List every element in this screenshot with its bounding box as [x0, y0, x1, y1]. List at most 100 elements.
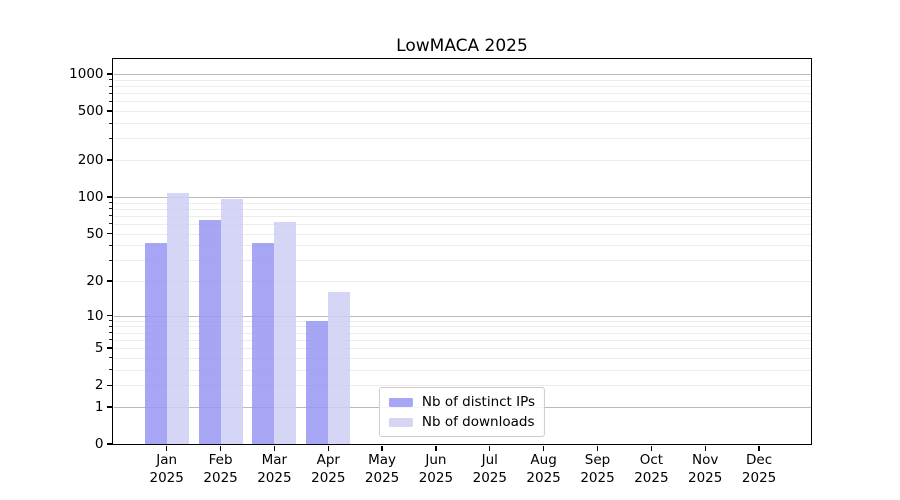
x-tick-year: 2025	[688, 469, 723, 486]
y-tick-label: 200	[77, 152, 104, 168]
y-tick-mark	[106, 314, 112, 317]
y-tick-label: 1000	[69, 66, 104, 82]
y-tick-label: 1	[94, 398, 104, 415]
x-tick-year: 2025	[364, 469, 400, 486]
y-tick-label: 10	[86, 307, 104, 324]
y-tick-mark	[106, 196, 112, 198]
x-tick-label: Dec 2025	[727, 452, 791, 487]
legend-label: Nb of downloads	[421, 414, 535, 430]
y-gridline-minor	[113, 320, 811, 322]
chart-title: LowMACA 2025	[396, 36, 528, 56]
x-tick-label: Apr 2025	[296, 452, 360, 487]
x-tick-month: Nov	[692, 452, 719, 468]
x-tick-mark	[542, 445, 545, 451]
y-tick-label: 2	[94, 377, 104, 394]
y-tick-mark-minor	[109, 122, 112, 124]
y-gridline-minor	[113, 79, 811, 81]
y-tick-mark-minor	[109, 100, 112, 102]
y-tick-mark-minor	[109, 208, 112, 210]
x-tick-mark	[219, 445, 222, 451]
x-tick-mark	[435, 445, 437, 451]
bar-downloads-apr	[328, 292, 351, 444]
y-tick-mark-minor	[109, 215, 112, 217]
bar-downloads-feb	[220, 198, 243, 444]
y-tick-mark-minor	[109, 202, 112, 203]
x-tick-mark	[758, 445, 760, 451]
y-tick-mark-minor	[109, 92, 112, 94]
legend-item: Nb of distinct IPs	[388, 394, 535, 410]
legend-item: Nb of downloads	[388, 414, 535, 430]
bar-distinct-ips-mar	[252, 242, 275, 444]
y-tick-mark	[106, 406, 112, 408]
x-tick-label: May 2025	[350, 452, 414, 487]
y-gridline-minor	[113, 281, 811, 282]
x-tick-year: 2025	[418, 469, 454, 486]
y-tick-mark-minor	[109, 244, 112, 246]
y-gridline-minor	[113, 208, 811, 210]
bar-downloads-jan	[166, 192, 189, 444]
bar-distinct-ips-feb	[198, 219, 221, 444]
y-gridline-minor	[113, 339, 811, 341]
y-gridline-minor	[113, 260, 811, 262]
y-gridline-minor	[113, 332, 811, 334]
x-tick-month: Sep	[584, 452, 611, 468]
y-gridline-major	[113, 196, 811, 198]
x-tick-month: Dec	[746, 452, 773, 468]
x-tick-label: Nov 2025	[673, 452, 737, 487]
y-gridline-minor	[113, 86, 811, 87]
x-tick-month: Aug	[530, 452, 557, 468]
x-tick-month: Jun	[425, 452, 447, 468]
y-tick-mark-minor	[109, 137, 112, 139]
y-gridline-minor	[113, 348, 811, 350]
y-gridline-major	[113, 315, 811, 317]
y-tick-mark	[106, 347, 112, 349]
x-tick-label: Aug 2025	[512, 452, 576, 487]
y-gridline-minor	[113, 123, 811, 124]
x-tick-mark	[650, 445, 652, 451]
y-tick-mark	[106, 384, 112, 386]
y-tick-mark-minor	[109, 369, 112, 371]
y-tick-mark	[106, 232, 112, 235]
x-tick-month: Feb	[208, 452, 233, 468]
y-tick-mark-minor	[109, 223, 112, 225]
y-gridline-minor	[113, 111, 811, 113]
y-gridline-minor	[113, 357, 811, 359]
x-tick-mark	[327, 445, 329, 451]
y-tick-mark	[106, 443, 112, 445]
y-tick-mark	[106, 73, 112, 75]
y-tick-mark	[106, 280, 112, 282]
x-tick-year: 2025	[634, 469, 669, 486]
x-tick-mark	[596, 445, 599, 451]
x-tick-month: May	[368, 452, 397, 468]
y-tick-mark-minor	[109, 79, 112, 81]
x-tick-label: Feb 2025	[189, 452, 253, 487]
x-tick-label: Jan 2025	[135, 452, 199, 487]
x-tick-mark	[381, 445, 383, 451]
plot-area: 0 1 2 5 10 20 50 100 200 500 1000 Jan 2025 Feb 2025 Mar…	[69, 57, 812, 486]
x-tick-label: Sep 2025	[566, 452, 630, 487]
x-tick-month: Apr	[316, 452, 340, 468]
y-tick-mark-minor	[109, 320, 112, 322]
y-gridline-minor	[113, 245, 811, 247]
y-gridline-minor	[113, 93, 811, 95]
x-tick-label: Jul 2025	[458, 452, 522, 487]
legend-swatch-distinct-ips	[388, 397, 413, 407]
x-tick-label: Jun 2025	[404, 452, 468, 487]
y-gridline-minor	[113, 160, 811, 161]
x-tick-year: 2025	[311, 469, 346, 486]
x-tick-label: Oct 2025	[619, 452, 683, 487]
y-tick-mark-minor	[109, 339, 112, 341]
y-tick-mark-minor	[109, 85, 112, 87]
y-tick-label: 100	[77, 188, 104, 205]
x-tick-year: 2025	[472, 469, 507, 486]
x-tick-month: Oct	[639, 452, 664, 468]
x-tick-month: Jul	[481, 452, 498, 468]
x-tick-year: 2025	[580, 469, 615, 486]
x-tick-year: 2025	[257, 469, 292, 486]
y-tick-mark	[106, 159, 112, 161]
y-gridline-minor	[113, 138, 811, 140]
x-tick-month: Mar	[261, 452, 288, 468]
y-gridline-minor	[113, 202, 811, 204]
x-tick-year: 2025	[149, 469, 184, 486]
